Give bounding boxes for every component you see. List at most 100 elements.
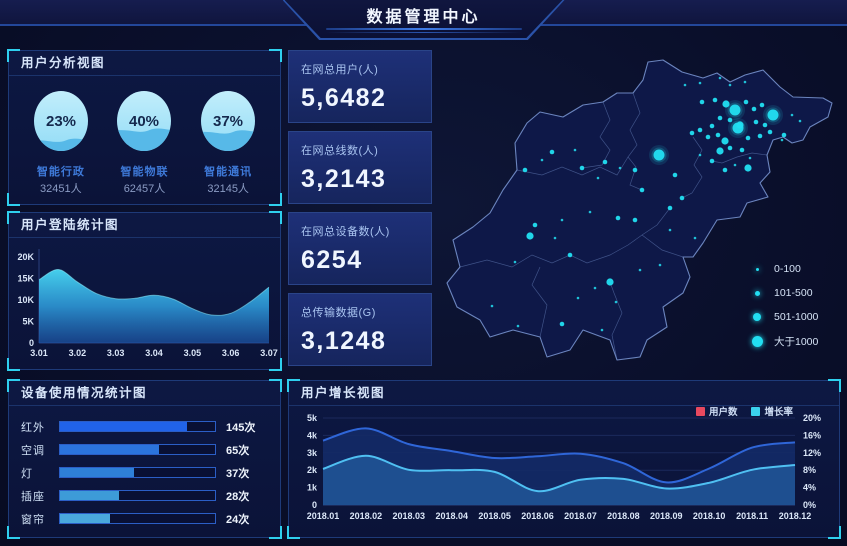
svg-text:0%: 0% (803, 500, 816, 510)
svg-text:2018.03: 2018.03 (393, 511, 426, 521)
gauge-percent: 40% (129, 113, 159, 130)
stat-label: 在网总设备数(人) (301, 226, 390, 238)
svg-text:3k: 3k (307, 448, 318, 458)
stat-value: 3,2143 (301, 165, 387, 193)
map-legend-dot-icon (750, 335, 764, 347)
device-bar-value: 65次 (226, 444, 250, 457)
liquid-gauges: 23% 智能行政 32451人 40% 智能物联 62457人 37% 智能通讯 32145人 (9, 76, 280, 196)
map-legend-label: 大于1000 (774, 335, 819, 348)
device-bar-track (59, 513, 216, 524)
svg-text:4%: 4% (803, 483, 816, 493)
page-title: 数据管理中心 (366, 9, 481, 26)
gauge-percent: 37% (213, 113, 243, 130)
svg-text:1k: 1k (307, 483, 318, 493)
map-legend-row: 501-1000 (750, 305, 818, 329)
device-bar-track (59, 467, 216, 478)
gauge-count: 32145人 (207, 183, 249, 195)
svg-text:2k: 2k (307, 465, 318, 475)
panel-title-device-usage: 设备使用情况统计图 (9, 381, 280, 406)
header: 数据管理中心 (0, 0, 847, 42)
legend-item[interactable]: 用户数 (695, 404, 738, 418)
province-bubble-map: 0-100 101-500 501-1000 大于1000 (432, 45, 842, 375)
header-decoration (325, 28, 522, 33)
panel-title-user-analysis: 用户分析视图 (9, 51, 280, 76)
panel-device-usage: 设备使用情况统计图 红外 145次 空调 65次灯 37次 插座 28次 窗帘 24次 (7, 379, 282, 539)
stat-card-3: 在网总设备数(人) 6254 (288, 212, 432, 285)
map-canvas (446, 59, 833, 361)
map-legend-dot-icon (750, 313, 764, 321)
svg-text:3.05: 3.05 (184, 348, 202, 358)
svg-text:2018.01: 2018.01 (307, 511, 340, 521)
liquid-gauge-circle: 23% (33, 91, 88, 151)
svg-text:20%: 20% (803, 413, 821, 423)
gauge-3: 37% 智能通讯 32145人 (188, 88, 268, 196)
panel-title-user-growth: 用户增长视图 (289, 381, 839, 406)
svg-text:3.07: 3.07 (260, 348, 278, 358)
stat-value: 5,6482 (301, 84, 387, 112)
device-usage-bars: 红外 145次 空调 65次灯 37次 插座 28次 窗帘 24次 (9, 406, 280, 530)
device-bar-row: 窗帘 24次 (9, 507, 280, 530)
stat-cards-column: 在网总用户(人) 5,6482 在网总线数(人) 3,2143 在网总设备数(人) 625… (288, 50, 432, 366)
svg-text:2018.08: 2018.08 (607, 511, 640, 521)
device-bar-row: 插座 28次 (9, 484, 280, 507)
svg-text:3.01: 3.01 (30, 348, 48, 358)
svg-text:0: 0 (29, 338, 34, 348)
panel-login-stats: 用户登陆统计图 0 5K 10K 15K 20K 3.01 3.02 3.03 3.04 3.05… (7, 211, 282, 371)
svg-text:2018.11: 2018.11 (736, 511, 768, 521)
svg-text:2018.12: 2018.12 (779, 511, 812, 521)
svg-text:2018.10: 2018.10 (693, 511, 726, 521)
map-legend-label: 101-500 (774, 287, 813, 299)
legend-label: 用户数 (708, 407, 738, 418)
map-legend: 0-100 101-500 501-1000 大于1000 (750, 257, 818, 353)
svg-text:2018.09: 2018.09 (650, 511, 683, 521)
panel-user-analysis: 用户分析视图 23% 智能行政 32451人 40% 智能物联 62457人 37% 智能通讯… (7, 49, 282, 206)
liquid-gauge-circle: 37% (201, 91, 256, 151)
gauge-count: 32451人 (40, 183, 82, 195)
svg-text:2018.04: 2018.04 (435, 511, 468, 521)
growth-chart-legend: 用户数 增长率 (695, 404, 793, 418)
device-bar-value: 24次 (226, 513, 250, 526)
svg-text:0: 0 (312, 500, 317, 510)
device-bar-value: 145次 (226, 421, 256, 434)
svg-text:20K: 20K (17, 252, 34, 262)
stat-card-2: 在网总线数(人) 3,2143 (288, 131, 432, 204)
svg-text:8%: 8% (803, 465, 816, 475)
stat-label: 在网总用户(人) (301, 64, 379, 76)
device-bar-value: 28次 (226, 490, 250, 503)
liquid-gauge-circle: 40% (117, 91, 172, 151)
device-bar-fill (60, 468, 135, 477)
map-legend-row: 101-500 (750, 281, 818, 305)
panel-user-growth: 用户增长视图 用户数 增长率 0 1k 2k 3k 4k 5k 0% 4% 8% 12% 16% 20%… (287, 379, 841, 539)
map-legend-label: 0-100 (774, 263, 801, 275)
panel-title-login-stats: 用户登陆统计图 (9, 213, 280, 238)
map-legend-row: 0-100 (750, 257, 818, 281)
map-legend-dot-icon (750, 290, 764, 296)
device-bar-row: 红外 145次 (9, 415, 280, 438)
stat-card-1: 在网总用户(人) 5,6482 (288, 50, 432, 123)
device-bar-fill (60, 491, 119, 500)
gauge-label: 智能通讯 (204, 166, 253, 178)
gauge-label: 智能物联 (120, 166, 169, 178)
gauge-count: 62457人 (123, 183, 166, 195)
map-legend-label: 501-1000 (774, 311, 819, 323)
gauge-2: 40% 智能物联 62457人 (104, 88, 184, 196)
device-bar-fill (60, 445, 160, 454)
svg-text:10K: 10K (17, 295, 34, 305)
svg-text:5k: 5k (307, 413, 318, 423)
header-center (284, 0, 563, 38)
legend-color-swatch (695, 406, 705, 416)
svg-text:16%: 16% (803, 430, 821, 440)
device-bar-track (59, 421, 216, 432)
device-bar-fill (60, 514, 110, 523)
svg-text:2018.06: 2018.06 (521, 511, 554, 521)
svg-text:4k: 4k (307, 430, 318, 440)
login-area-chart: 0 5K 10K 15K 20K 3.01 3.02 3.03 3.04 3.05 3.06 3.07 (17, 249, 278, 358)
device-bar-label: 窗帘 (21, 513, 45, 526)
legend-item[interactable]: 增长率 (751, 404, 793, 418)
gauge-1: 23% 智能行政 32451人 (21, 88, 101, 196)
svg-text:3.02: 3.02 (69, 348, 87, 358)
device-bar-row: 空调 65次 (9, 438, 280, 461)
svg-text:2018.02: 2018.02 (350, 511, 383, 521)
gauge-label: 智能行政 (36, 166, 85, 178)
